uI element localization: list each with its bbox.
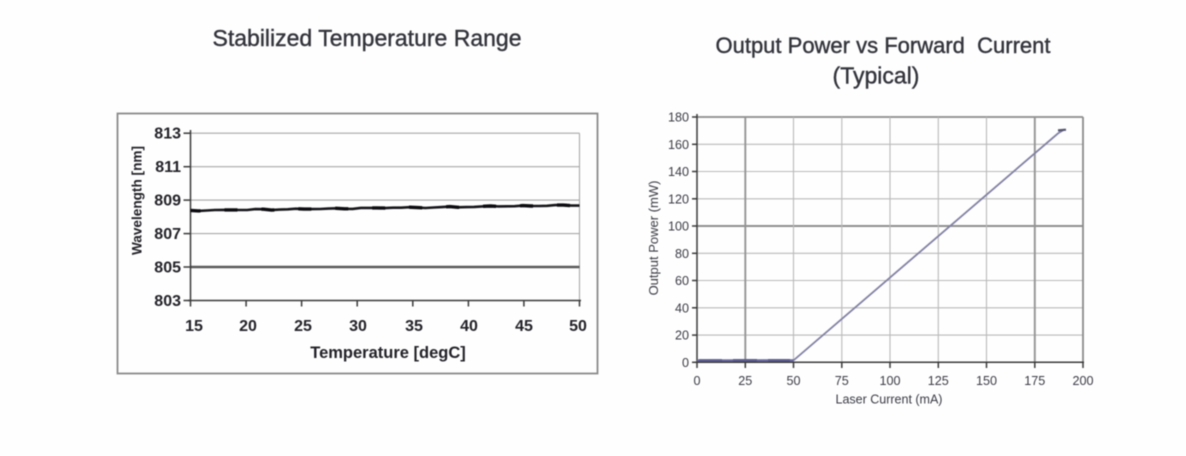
svg-text:140: 140 bbox=[668, 165, 689, 179]
svg-text:20: 20 bbox=[239, 318, 257, 335]
svg-text:0: 0 bbox=[682, 356, 689, 370]
svg-text:40: 40 bbox=[460, 318, 478, 335]
svg-text:Laser Current (mA): Laser Current (mA) bbox=[836, 393, 943, 407]
svg-text:811: 811 bbox=[155, 159, 181, 176]
svg-text:15: 15 bbox=[185, 318, 203, 335]
svg-text:0: 0 bbox=[693, 374, 700, 388]
svg-text:Output Power vs Forward Curre: Output Power vs Forward Current bbox=[715, 33, 1050, 58]
svg-text:809: 809 bbox=[154, 193, 181, 210]
svg-text:35: 35 bbox=[405, 318, 423, 335]
svg-text:45: 45 bbox=[515, 318, 533, 335]
svg-text:40: 40 bbox=[675, 301, 689, 315]
svg-text:175: 175 bbox=[1024, 374, 1045, 388]
svg-text:60: 60 bbox=[675, 274, 689, 288]
svg-text:80: 80 bbox=[675, 247, 689, 261]
svg-text:180: 180 bbox=[668, 111, 689, 125]
svg-text:Wavelength [nm]: Wavelength [nm] bbox=[130, 146, 145, 255]
svg-text:807: 807 bbox=[154, 226, 181, 243]
svg-text:25: 25 bbox=[738, 374, 752, 388]
svg-text:200: 200 bbox=[1072, 374, 1093, 388]
svg-text:100: 100 bbox=[668, 220, 689, 234]
svg-text:(Typical): (Typical) bbox=[833, 63, 920, 89]
svg-text:160: 160 bbox=[668, 138, 689, 152]
svg-text:30: 30 bbox=[349, 318, 367, 335]
svg-text:75: 75 bbox=[835, 374, 849, 388]
svg-text:50: 50 bbox=[786, 374, 800, 388]
svg-text:Stabilized Temperature Range: Stabilized Temperature Range bbox=[213, 25, 522, 51]
svg-text:Temperature [degC]: Temperature [degC] bbox=[310, 344, 466, 362]
svg-text:803: 803 bbox=[154, 293, 181, 310]
svg-text:20: 20 bbox=[675, 329, 689, 343]
svg-text:120: 120 bbox=[668, 192, 689, 206]
svg-text:50: 50 bbox=[569, 318, 587, 335]
svg-text:805: 805 bbox=[154, 260, 181, 277]
svg-text:813: 813 bbox=[154, 126, 181, 143]
svg-text:25: 25 bbox=[294, 318, 312, 335]
svg-text:Output Power (mW): Output Power (mW) bbox=[646, 181, 661, 296]
svg-text:125: 125 bbox=[928, 374, 949, 388]
svg-text:100: 100 bbox=[879, 374, 900, 388]
svg-text:150: 150 bbox=[976, 374, 997, 388]
